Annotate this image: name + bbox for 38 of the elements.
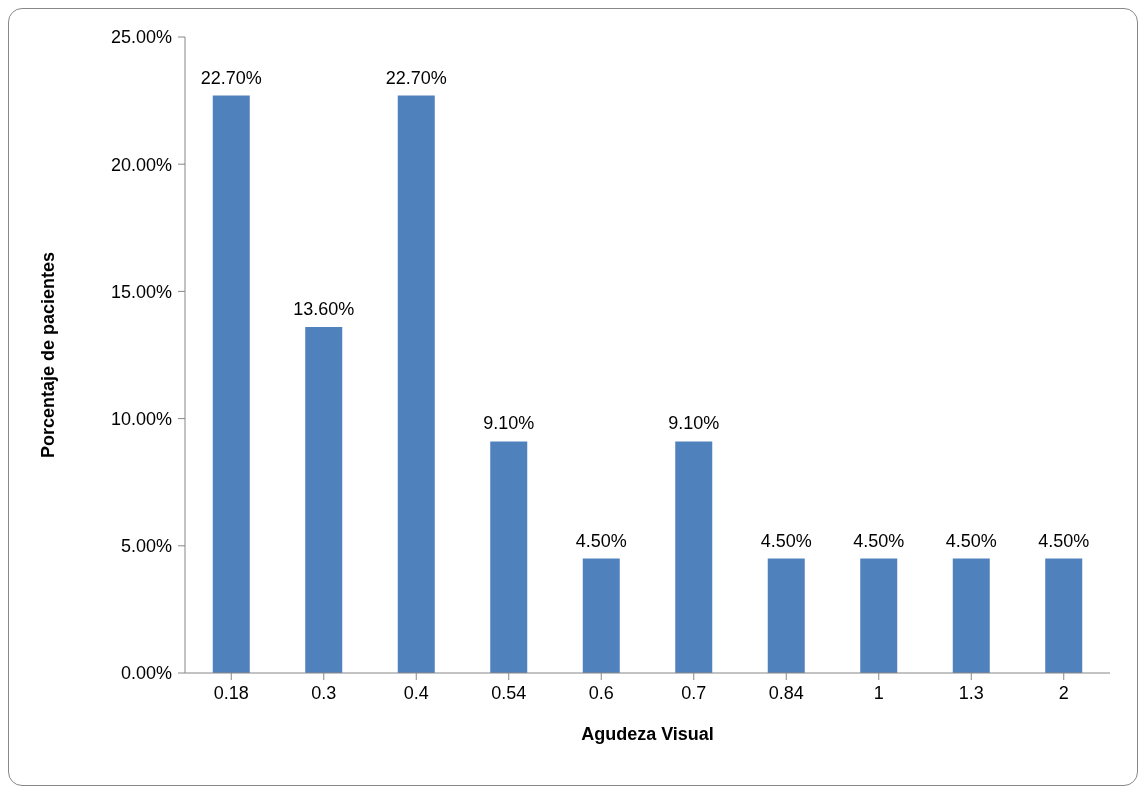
bar [860,558,898,673]
x-tick-label: 0.3 [311,682,337,703]
x-tick-label: 0.6 [588,682,614,703]
y-tick-label: 5.00% [120,536,172,557]
data-label: 13.60% [293,299,355,320]
data-label: 9.10% [483,413,535,434]
data-label: 22.70% [200,67,262,88]
data-label: 9.10% [668,413,720,434]
y-tick-label: 25.00% [110,27,172,48]
data-label: 4.50% [760,530,812,551]
y-tick-label: 20.00% [110,154,172,175]
data-label: 4.50% [1038,530,1090,551]
x-tick-label: 2 [1058,682,1069,703]
data-label: 4.50% [945,530,997,551]
x-tick-label: 0.18 [213,682,249,703]
y-tick-label: 15.00% [110,281,172,302]
x-tick-label: 0.4 [403,682,429,703]
data-label: 4.50% [575,530,627,551]
x-tick-label: 0.54 [491,682,527,703]
x-tick-label: 0.84 [768,682,804,703]
bar [305,327,343,673]
x-tick-label: 1 [873,682,884,703]
bar [397,95,435,673]
x-tick-label: 0.7 [681,682,707,703]
y-axis-title: Porcentaje de pacientes [38,251,59,459]
y-tick-label: 0.00% [120,663,172,684]
y-tick-label: 10.00% [110,408,172,429]
x-tick-label: 1.3 [958,682,984,703]
bar [1045,558,1083,673]
bar [767,558,805,673]
x-axis-title: Agudeza Visual [581,724,714,744]
data-label: 4.50% [853,530,905,551]
bar [212,95,250,673]
bar [675,441,713,673]
bar [490,441,528,673]
data-label: 22.70% [385,67,447,88]
bar [582,558,620,673]
bar [952,558,990,673]
